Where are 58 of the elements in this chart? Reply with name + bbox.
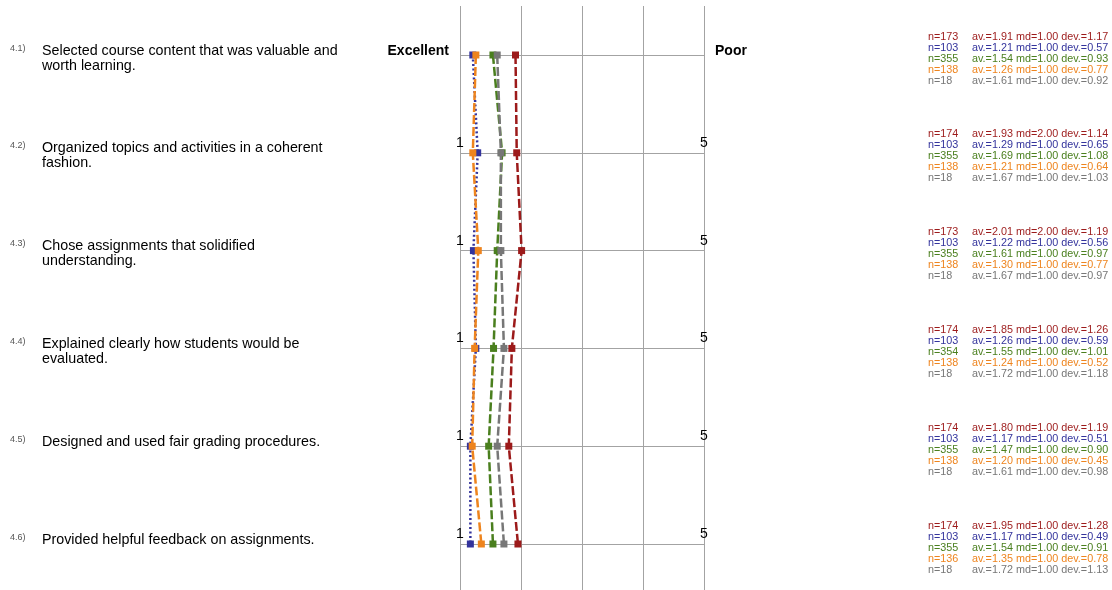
text: n=355 av.=1.61 md=1.00 dev.=0.97: [928, 247, 1109, 260]
text: n=103 av.=1.29 md=1.00 dev.=0.65: [928, 138, 1109, 151]
point: [514, 540, 522, 548]
point: [469, 149, 477, 157]
text: n=18 av.=1.61 md=1.00 dev.=0.98: [928, 464, 1109, 477]
text: 5: [700, 231, 708, 248]
text: 5: [700, 329, 708, 346]
text: 1: [456, 231, 464, 248]
point: [490, 344, 498, 352]
text: n=174 av.=1.93 md=2.00 dev.=1.14: [928, 127, 1109, 140]
point: [493, 51, 501, 59]
text: n=103 av.=1.17 md=1.00 dev.=0.49: [928, 529, 1109, 542]
text: n=103 av.=1.17 md=1.00 dev.=0.51: [928, 431, 1109, 444]
text: n=355 av.=1.47 md=1.00 dev.=0.90: [928, 442, 1109, 455]
text: n=138 av.=1.21 md=1.00 dev.=0.64: [928, 160, 1109, 173]
text: 1: [456, 329, 464, 346]
text: 1: [456, 427, 464, 444]
text: n=174 av.=1.85 md=1.00 dev.=1.26: [928, 322, 1109, 335]
text: n=18 av.=1.67 md=1.00 dev.=0.97: [928, 269, 1109, 282]
text: n=138 av.=1.30 md=1.00 dev.=0.77: [928, 258, 1109, 271]
text: n=355 av.=1.69 md=1.00 dev.=1.08: [928, 149, 1109, 162]
point: [485, 442, 493, 450]
point: [493, 442, 501, 450]
text: n=138 av.=1.24 md=1.00 dev.=0.52: [928, 355, 1109, 368]
text: n=138 av.=1.26 md=1.00 dev.=0.77: [928, 62, 1109, 75]
text: 5: [700, 525, 708, 541]
text: n=173 av.=2.01 md=2.00 dev.=1.19: [928, 225, 1109, 238]
text: 1: [456, 525, 464, 541]
text: 5: [700, 427, 708, 444]
text: n=18 av.=1.72 md=1.00 dev.=1.13: [928, 562, 1109, 575]
text: n=136 av.=1.35 md=1.00 dev.=0.78: [928, 551, 1109, 564]
point: [513, 149, 521, 157]
text: n=138 av.=1.20 md=1.00 dev.=0.45: [928, 453, 1109, 466]
text: n=354 av.=1.55 md=1.00 dev.=1.01: [928, 344, 1109, 357]
text: Poor: [715, 41, 747, 58]
point: [489, 540, 497, 548]
point: [466, 540, 474, 548]
point: [500, 344, 508, 352]
text: n=355 av.=1.54 md=1.00 dev.=0.93: [928, 51, 1109, 64]
text: Excellent: [387, 41, 449, 58]
text: n=174 av.=1.95 md=1.00 dev.=1.28: [928, 518, 1109, 531]
point: [497, 247, 505, 255]
text: n=355 av.=1.54 md=1.00 dev.=0.91: [928, 540, 1109, 553]
text: n=173 av.=1.91 md=1.00 dev.=1.17: [928, 29, 1109, 42]
point: [512, 51, 520, 59]
point: [477, 540, 485, 548]
text: n=103 av.=1.26 md=1.00 dev.=0.59: [928, 333, 1109, 346]
text: n=18 av.=1.61 md=1.00 dev.=0.92: [928, 73, 1109, 86]
text: n=18 av.=1.67 md=1.00 dev.=1.03: [928, 171, 1109, 184]
text: n=174 av.=1.80 md=1.00 dev.=1.19: [928, 420, 1109, 433]
point: [500, 540, 508, 548]
text: n=103 av.=1.22 md=1.00 dev.=0.56: [928, 236, 1109, 249]
point: [505, 442, 513, 450]
point: [474, 247, 482, 255]
point: [518, 247, 526, 255]
text: n=103 av.=1.21 md=1.00 dev.=0.57: [928, 40, 1109, 53]
point: [508, 344, 516, 352]
text: n=18 av.=1.72 md=1.00 dev.=1.18: [928, 366, 1109, 379]
